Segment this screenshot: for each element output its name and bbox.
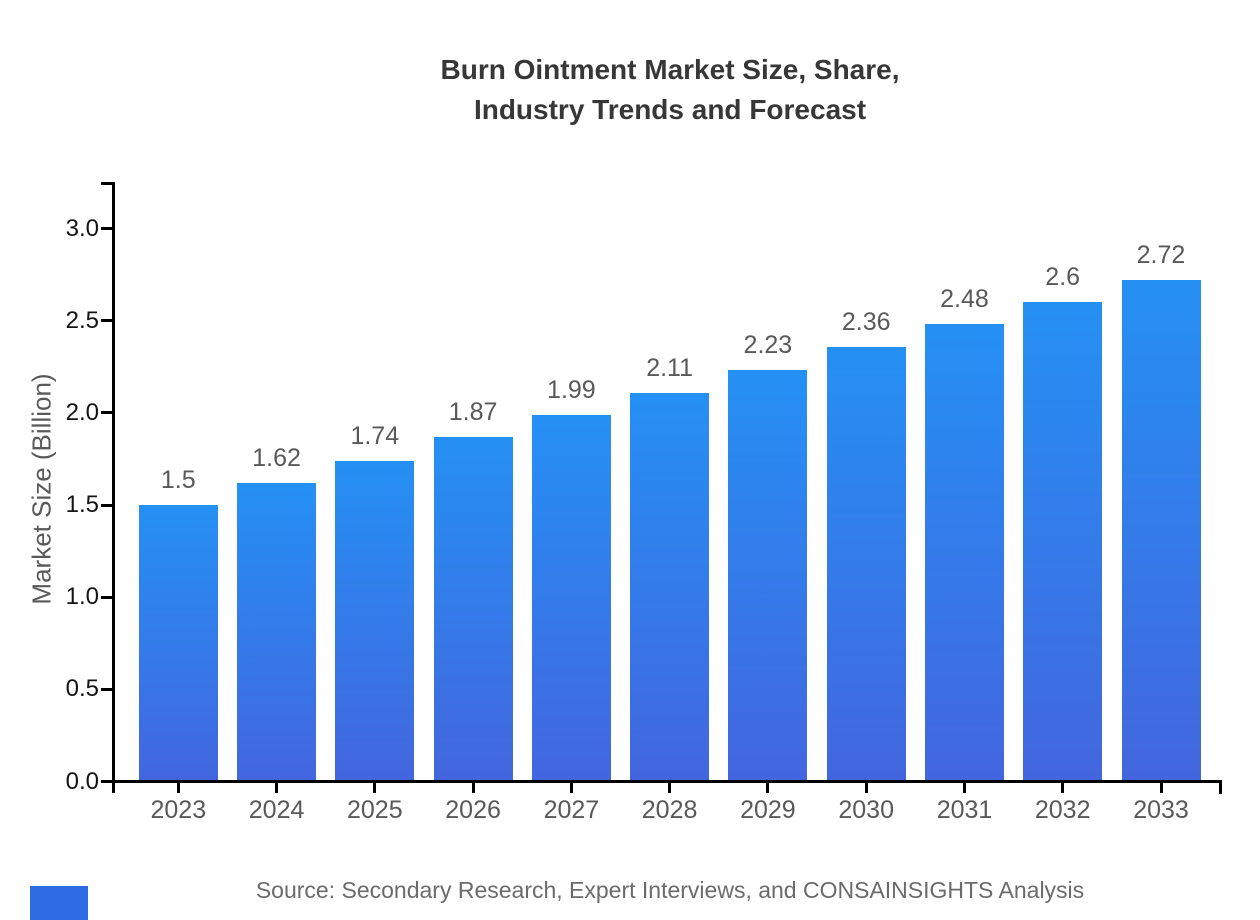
bar-2027 — [531, 414, 611, 780]
bar-2026 — [433, 436, 513, 780]
y-tick-mark — [101, 411, 112, 415]
x-tick-label: 2030 — [838, 796, 894, 824]
x-tick-mark — [176, 780, 180, 793]
y-tick-label: 0.5 — [65, 675, 99, 703]
y-tick-label: 2.5 — [65, 306, 99, 334]
chart-title-line2: Industry Trends and Forecast — [473, 94, 867, 125]
x-tick-label: 2031 — [936, 796, 993, 824]
y-axis-line — [112, 182, 115, 783]
x-tick-label: 2023 — [150, 796, 207, 824]
bar-2028 — [630, 392, 710, 780]
bar-2024 — [237, 482, 317, 780]
y-tick-mark — [101, 780, 112, 783]
bar-2023 — [138, 505, 218, 780]
x-tick-label: 2029 — [740, 796, 796, 824]
y-tick-mark — [101, 687, 112, 691]
bar-value-label: 1.74 — [350, 421, 400, 450]
x-tick-mark — [963, 780, 966, 793]
bar-2030 — [826, 346, 906, 780]
x-tick-label: 2032 — [1034, 796, 1091, 824]
x-tick-label: 2027 — [543, 796, 600, 824]
y-tick-mark — [101, 227, 112, 230]
bar-value-label: 1.62 — [252, 443, 301, 472]
y-tick-label: 1.5 — [65, 491, 99, 518]
y-tick-mark — [101, 595, 112, 599]
bar-value-label: 1.87 — [448, 397, 498, 426]
x-tick-mark — [1159, 780, 1163, 793]
y-tick-mark — [101, 503, 112, 507]
bar-value-label: 2.11 — [646, 353, 693, 382]
x-tick-label: 2028 — [641, 796, 698, 824]
y-tick-mark — [101, 319, 112, 323]
x-tick-mark — [1061, 780, 1065, 793]
bar-2032 — [1023, 302, 1103, 780]
bar-value-label: 2.6 — [1045, 263, 1081, 292]
bar-value-label: 1.99 — [547, 375, 596, 404]
y-tick-label: 2.0 — [65, 398, 99, 426]
x-axis-left-end-tick — [112, 780, 115, 793]
x-tick-label: 2025 — [346, 796, 403, 824]
bar-2029 — [728, 370, 808, 780]
bar-value-label: 2.36 — [841, 307, 891, 336]
bar-2033 — [1121, 280, 1201, 780]
x-tick-mark — [275, 780, 279, 793]
chart-title-line1: Burn Ointment Market Size, Share, — [440, 54, 900, 85]
bar-2031 — [925, 324, 1004, 780]
source-note: Source: Secondary Research, Expert Inter… — [255, 877, 1085, 903]
x-tick-mark — [668, 780, 672, 793]
y-tick-label: 3.0 — [65, 214, 99, 242]
chart-title: Burn Ointment Market Size, Share, Indust… — [80, 50, 1260, 130]
logo-block — [30, 886, 88, 920]
bar-value-label: 2.48 — [940, 285, 989, 314]
x-tick-mark — [864, 780, 868, 793]
bar-2025 — [335, 460, 415, 780]
bar-value-label: 1.5 — [160, 466, 196, 494]
x-tick-label: 2024 — [248, 796, 305, 824]
x-tick-mark — [373, 780, 377, 793]
x-tick-mark — [471, 780, 475, 793]
x-axis-line — [112, 780, 1222, 783]
x-tick-label: 2026 — [445, 796, 501, 824]
x-tick-mark — [766, 780, 770, 793]
x-axis-right-cap — [1219, 780, 1222, 794]
y-tick-label: 1.0 — [65, 583, 99, 611]
y-tick-label: 0.0 — [65, 767, 99, 795]
y-axis-top-cap — [101, 182, 115, 185]
bar-value-label: 2.72 — [1136, 241, 1186, 270]
x-tick-label: 2033 — [1133, 796, 1189, 824]
x-tick-mark — [569, 780, 573, 793]
bar-value-label: 2.23 — [743, 331, 793, 360]
